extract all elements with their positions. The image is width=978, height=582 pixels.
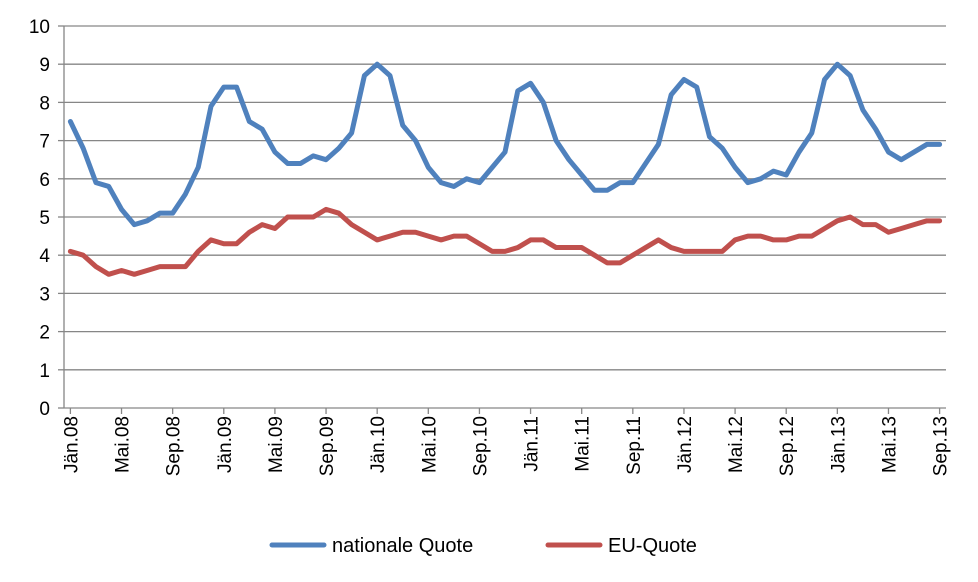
x-tick-label: Jän.08 — [61, 416, 82, 473]
y-tick-label: 8 — [39, 93, 50, 114]
y-tick-label: 9 — [39, 55, 50, 76]
x-tick-label: Mai.13 — [879, 416, 900, 473]
x-tick-label: Jän.12 — [675, 416, 696, 473]
y-tick-label: 0 — [39, 399, 50, 420]
y-tick-label: 5 — [39, 208, 50, 229]
x-tick-labels: Jän.08 Mai.08 Sep.08 Jän.09 Mai.09 Sep.09 Jän.… — [61, 416, 951, 476]
y-tick-label: 3 — [39, 284, 50, 305]
x-tick-label: Sep.09 — [317, 416, 338, 476]
x-tick-label: Mai.11 — [573, 416, 594, 472]
series-line-0 — [67, 61, 943, 228]
gridlines — [64, 25, 946, 371]
y-tick-label: 6 — [39, 170, 50, 191]
x-tick-label: Sep.13 — [931, 416, 952, 476]
y-tick-label: 4 — [39, 246, 50, 267]
x-tick-label: Jän.10 — [368, 416, 389, 473]
legend: nationale Quote EU-Quote — [269, 535, 697, 557]
y-tick-label: 10 — [29, 17, 50, 38]
y-tick-label: 2 — [39, 323, 50, 344]
axes — [58, 25, 946, 414]
x-tick-label: Jän.11 — [522, 416, 543, 472]
x-tick-label: Sep.10 — [470, 416, 491, 476]
x-tick-label: Sep.11 — [624, 416, 645, 475]
series-line-1 — [67, 206, 943, 277]
y-tick-labels: 0 1 2 3 4 5 6 7 8 9 10 — [29, 17, 51, 420]
legend-label-1: EU-Quote — [608, 535, 697, 557]
x-tick-label: Sep.08 — [164, 416, 185, 476]
y-tick-label: 1 — [39, 361, 50, 382]
x-tick-label: Sep.12 — [777, 416, 798, 476]
x-tick-label: Mai.10 — [419, 416, 440, 473]
x-tick-label: Jän.09 — [215, 416, 236, 473]
x-tick-label: Mai.09 — [266, 416, 287, 473]
x-tick-label: Mai.08 — [113, 416, 134, 473]
legend-label-0: nationale Quote — [332, 535, 473, 557]
x-tick-label: Jän.13 — [828, 416, 849, 473]
x-tick-label: Mai.12 — [726, 416, 747, 473]
y-tick-label: 7 — [39, 132, 50, 153]
series-lines — [67, 61, 943, 277]
